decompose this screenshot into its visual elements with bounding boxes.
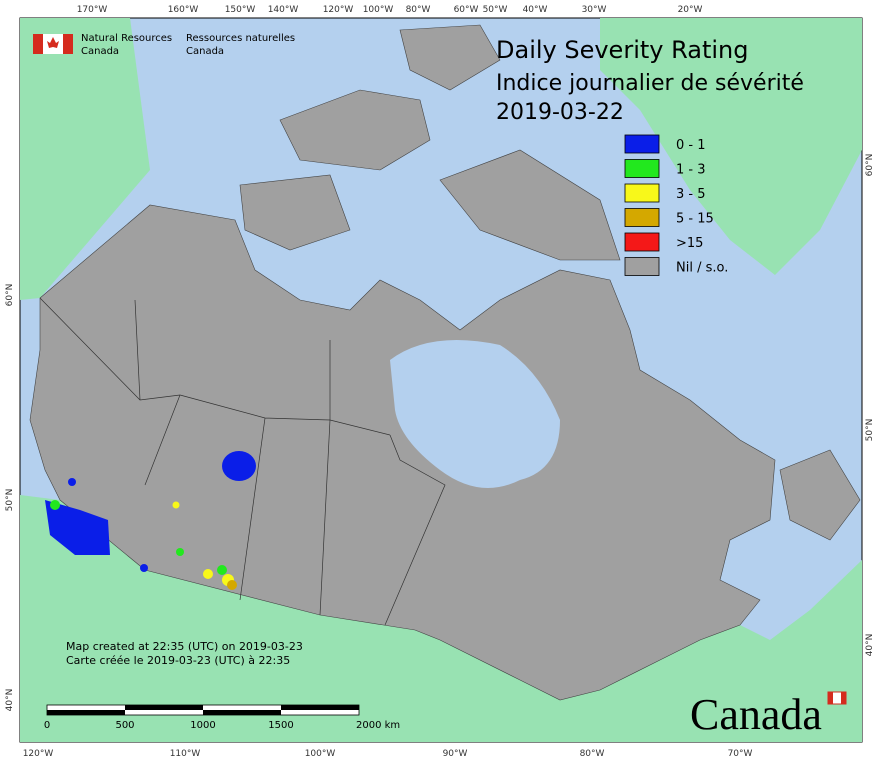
legend-swatch [624, 159, 660, 178]
legend-label: Nil / s.o. [676, 261, 728, 276]
scale-segment [125, 705, 203, 710]
map-area [19, 17, 863, 743]
legend: 0 - 1 1 - 3 3 - 5 5 - 15 >15 Nil / s.o. [624, 134, 728, 276]
fire-area [50, 500, 60, 510]
agency-en: Natural Resources [81, 33, 172, 44]
nrcan-logo: Natural Resources Canada Ressources natu… [33, 33, 295, 57]
latitude-label: 50°N [5, 489, 15, 512]
agency-fr: Canada [186, 46, 224, 57]
credit: Carte créée le 2019-03-23 (UTC) à 22:35 [66, 654, 290, 667]
fire-area [140, 564, 148, 572]
legend-label: 5 - 15 [676, 212, 714, 227]
united-states [20, 495, 862, 742]
legend-swatch [624, 134, 660, 154]
victoria-island [239, 174, 351, 251]
longitude-label: 20°W [678, 5, 703, 15]
flag-bar [33, 34, 43, 54]
newfoundland [779, 449, 861, 541]
scale-bar: 0 500 1000 1500 2000 km [44, 704, 400, 731]
scale-label: 500 [115, 720, 134, 731]
legend-label: >15 [676, 236, 703, 251]
legend-label: 1 - 3 [676, 163, 706, 178]
legend-label: 0 - 1 [676, 138, 706, 153]
longitude-label: 100°W [305, 749, 336, 759]
subtitle: Indice journalier de sévérité [496, 71, 804, 96]
longitude-label: 80°W [580, 749, 605, 759]
latitude-label: 50°N [865, 419, 875, 442]
greenland [600, 18, 862, 275]
legend-swatch [624, 257, 660, 276]
credit: Map created at 22:35 (UTC) on 2019-03-23 [66, 640, 303, 653]
legend-swatch [624, 183, 660, 203]
scale-segment [47, 710, 125, 715]
wordmark-flag [828, 692, 833, 704]
wordmark-flag [841, 692, 846, 704]
fire-area [217, 565, 227, 575]
alaska [20, 18, 150, 300]
scale-label: 1500 [268, 720, 293, 731]
wordmark: Canada [690, 690, 847, 739]
longitude-label: 70°W [728, 749, 753, 759]
longitude-label: 140°W [268, 5, 299, 15]
boundaries [39, 297, 446, 626]
longitude-label: 60°W [454, 5, 479, 15]
longitude-label: 40°W [523, 5, 548, 15]
legend-swatch [624, 208, 660, 227]
maple-leaf [47, 37, 59, 48]
canada-mainland [29, 204, 776, 701]
longitude-label: 120°W [23, 749, 54, 759]
latitude-label: 40°N [5, 689, 15, 712]
longitude-label: 110°W [170, 749, 201, 759]
legend-label: 3 - 5 [676, 187, 706, 202]
agency-fr: Ressources naturelles [186, 33, 295, 44]
ellesmere-island [399, 24, 501, 91]
longitude-label: 160°W [168, 5, 199, 15]
scale-segment [281, 705, 359, 710]
fire-area [222, 451, 256, 481]
longitude-label: 170°W [77, 5, 108, 15]
fire-area [68, 478, 76, 486]
baffin-island [439, 149, 621, 261]
longitude-label: 50°W [483, 5, 508, 15]
longitude-label: 150°W [225, 5, 256, 15]
longitude-label: 120°W [323, 5, 354, 15]
longitude-label: 100°W [363, 5, 394, 15]
latitude-label: 60°N [865, 154, 875, 177]
graticule-labels: 170°W 160°W 150°W 140°W 120°W 100°W 80°W 60°W 50… [5, 5, 875, 759]
legend-swatch [624, 232, 660, 252]
latitude-label: 40°N [865, 634, 875, 657]
scale-label: 1000 [190, 720, 215, 731]
fire-area [45, 500, 110, 555]
longitude-label: 30°W [582, 5, 607, 15]
latitude-label: 60°N [5, 284, 15, 307]
flag-bar [63, 34, 73, 54]
scale-label: 0 [44, 720, 50, 731]
arctic-island [279, 89, 431, 171]
fire-area [176, 548, 184, 556]
fire-area [227, 580, 237, 590]
date: 2019-03-22 [496, 100, 624, 125]
fire-area [203, 569, 213, 579]
hudson-bay [390, 340, 560, 488]
title: Daily Severity Rating [496, 36, 748, 64]
longitude-label: 90°W [443, 749, 468, 759]
scale-label: 2000 km [356, 720, 400, 731]
scale-segment [203, 710, 281, 715]
longitude-label: 80°W [406, 5, 431, 15]
agency-en: Canada [81, 46, 119, 57]
fire-area [172, 501, 180, 509]
wordmark-text: Canada [690, 690, 822, 739]
